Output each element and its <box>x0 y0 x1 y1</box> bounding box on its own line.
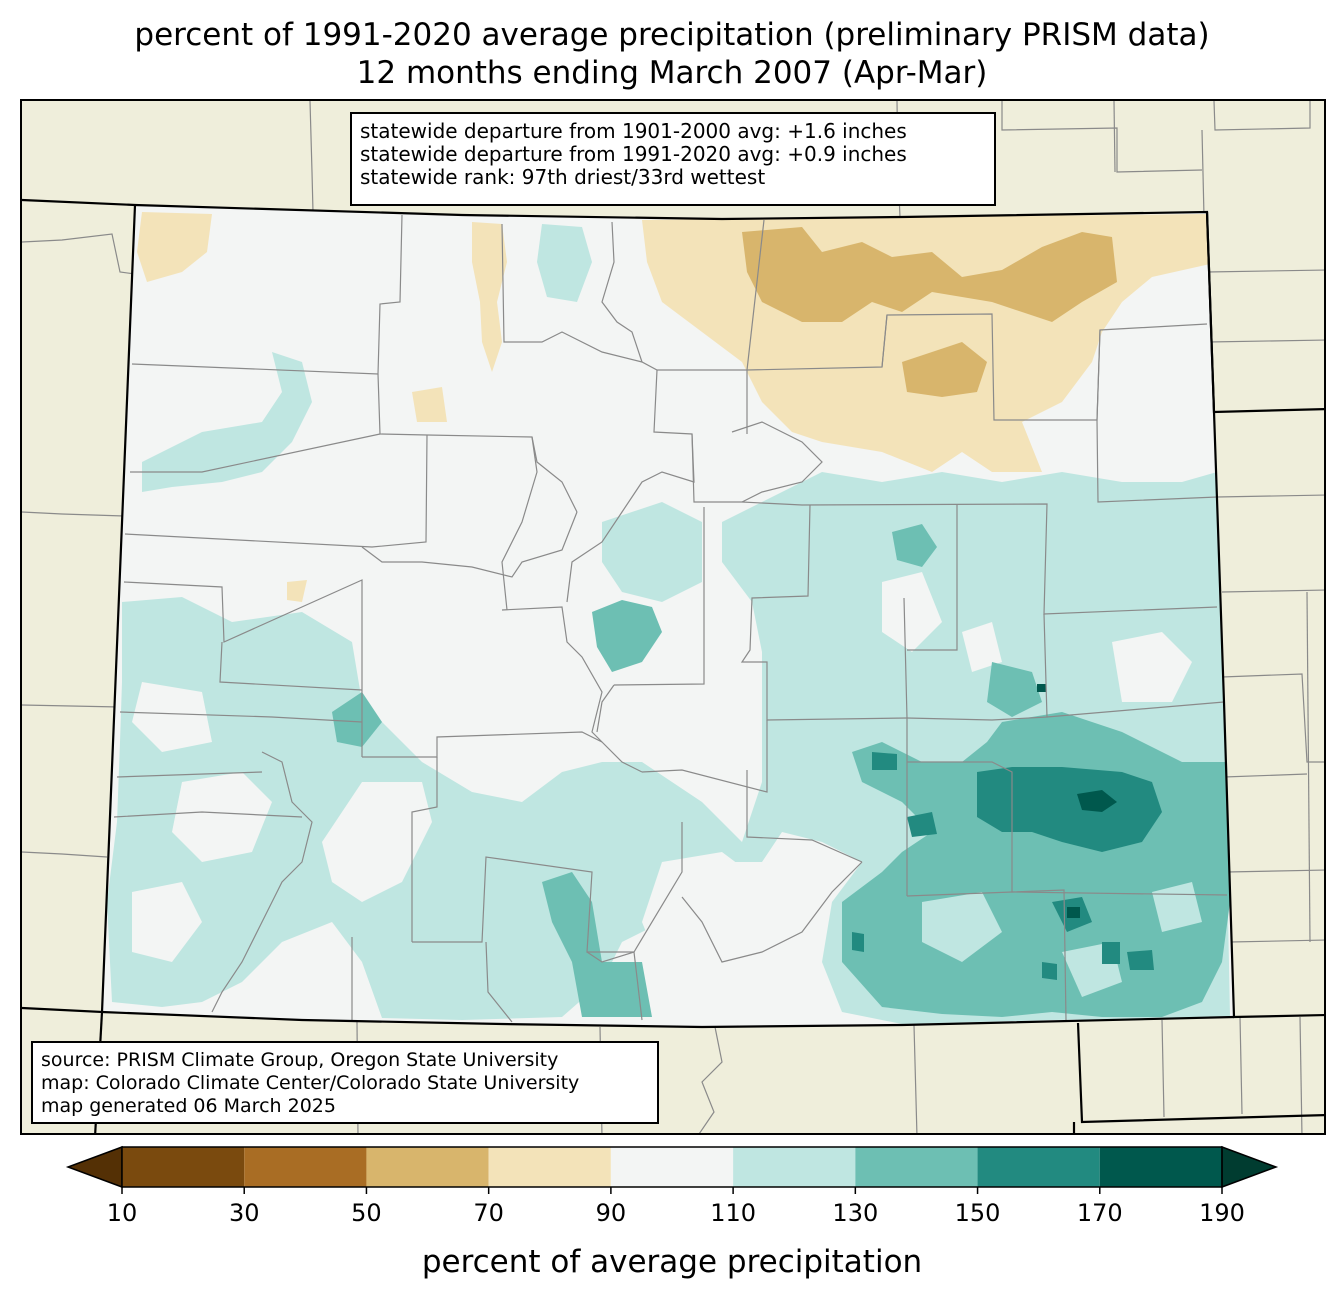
credits-generated: map generated 06 March 2025 <box>41 1095 336 1117</box>
statewide-stats-box: statewide departure from 1901-2000 avg: … <box>350 112 996 206</box>
credits-source: source: PRISM Climate Group, Oregon Stat… <box>41 1049 559 1071</box>
colorbar-bin <box>977 1147 1100 1187</box>
colorbar-tick-label: 50 <box>351 1199 382 1227</box>
colorbar-tick-label: 70 <box>473 1199 504 1227</box>
colorbar-bin <box>488 1147 611 1187</box>
colorbar-tick-label: 190 <box>1199 1199 1245 1227</box>
colorbar-bin <box>1099 1147 1222 1187</box>
colorbar-bin <box>610 1147 734 1187</box>
stats-departure-1991-2020: statewide departure from 1991-2020 avg: … <box>360 142 907 166</box>
colorbar-tick-label: 10 <box>107 1199 138 1227</box>
colorbar-bin <box>855 1147 978 1187</box>
map-frame <box>20 99 1326 1135</box>
colorbar-tick-label: 110 <box>710 1199 756 1227</box>
colorbar-label: percent of average precipitation <box>421 1244 923 1280</box>
colorbar-tick-label: 150 <box>955 1199 1001 1227</box>
colorbar-tick-label: 30 <box>229 1199 260 1227</box>
colorbar-bin <box>122 1147 245 1187</box>
map-title-line-2: 12 months ending March 2007 (Apr-Mar) <box>356 55 988 91</box>
wet-170-190-regions <box>1037 684 1117 918</box>
colorbar-over-arrow <box>1221 1145 1279 1189</box>
colorbar-bin <box>366 1147 489 1187</box>
colorbar-tick-label: 130 <box>832 1199 878 1227</box>
stats-departure-1901-2000: statewide departure from 1901-2000 avg: … <box>360 119 907 143</box>
colorbar-outline <box>121 1146 1223 1188</box>
colorbar-bin <box>244 1147 367 1187</box>
colorbar-ticks: 10 30 50 70 90 110 130 150 170 190 <box>107 1187 1245 1227</box>
colorbar-tick-label: 170 <box>1077 1199 1123 1227</box>
colorbar-bins <box>65 1145 1279 1189</box>
colorado-precipitation-map <box>22 101 1324 1133</box>
colorbar-tick-label: 90 <box>596 1199 627 1227</box>
near-average-holes <box>132 572 1192 992</box>
colorbar: 10 30 50 70 90 110 130 150 170 190 <box>65 1145 1279 1227</box>
county-lines <box>113 214 1228 1023</box>
colorbar-bin <box>733 1147 856 1187</box>
credits-map: map: Colorado Climate Center/Colorado St… <box>41 1072 580 1094</box>
map-title-line-1: percent of 1991-2020 average precipitati… <box>134 17 1210 53</box>
stats-rank: statewide rank: 97th driest/33rd wettest <box>360 165 766 189</box>
below-average-regions <box>137 212 1210 622</box>
credits-box: source: PRISM Climate Group, Oregon Stat… <box>31 1041 659 1124</box>
colorbar-under-arrow <box>65 1145 123 1189</box>
